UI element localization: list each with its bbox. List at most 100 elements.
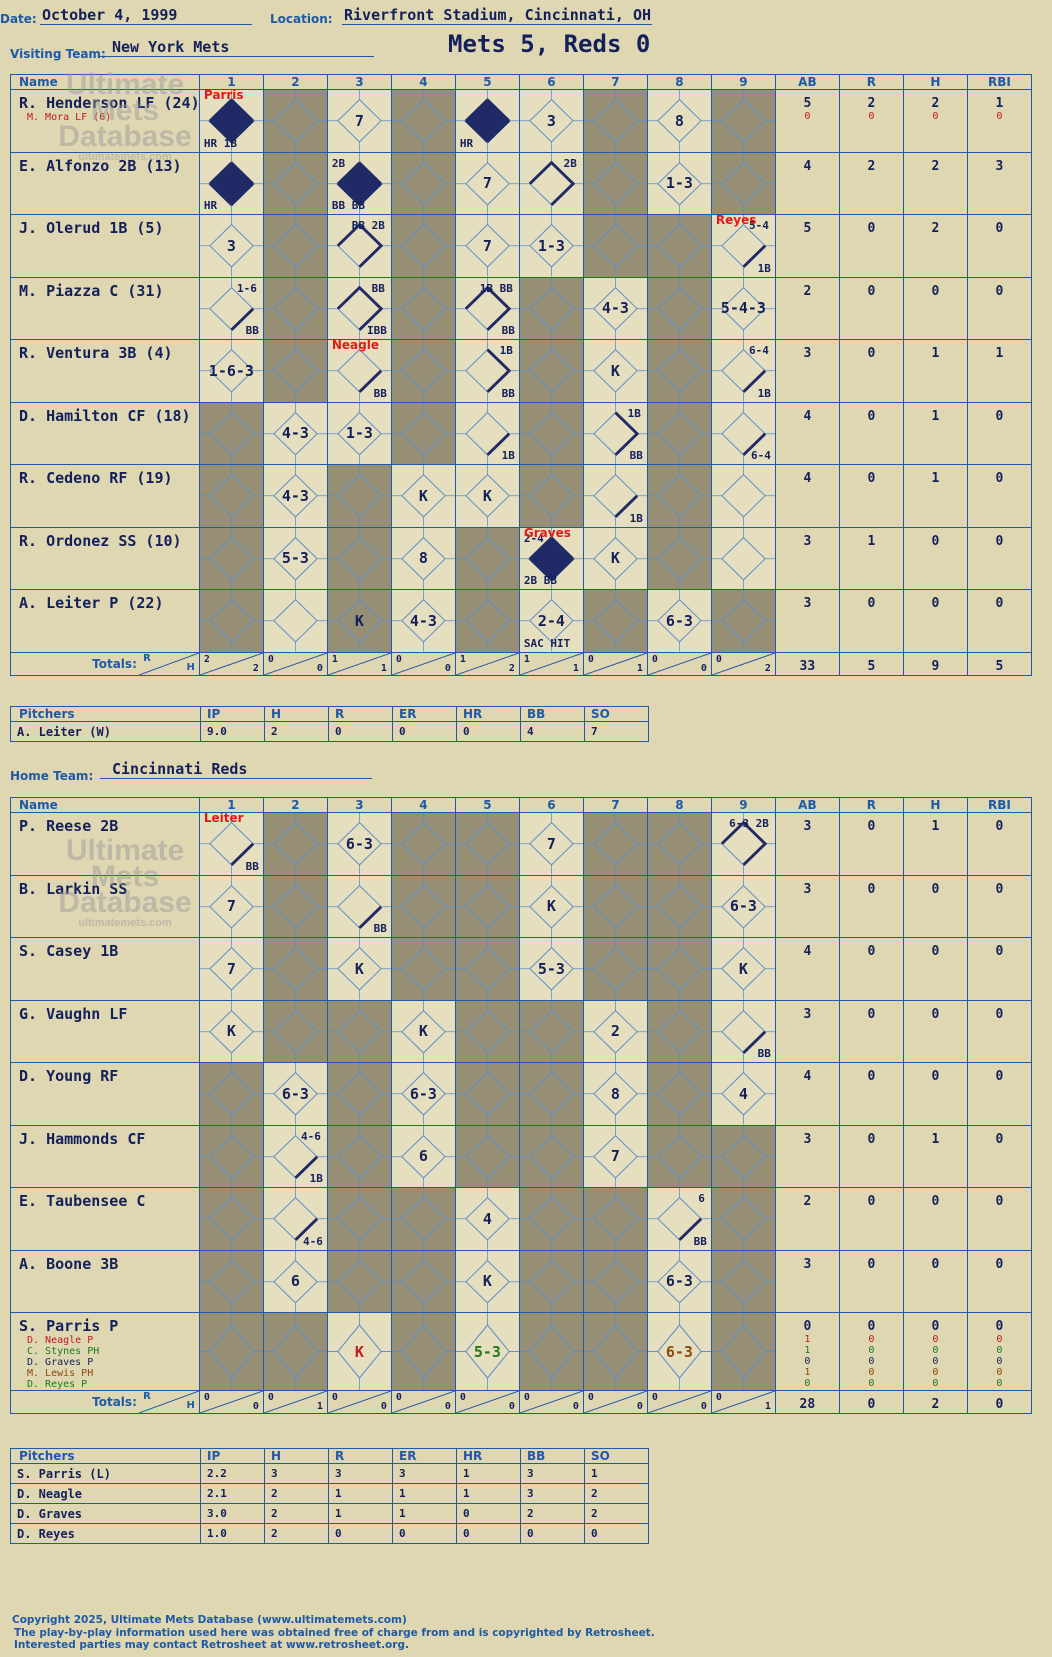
substitute-stat: 0 <box>932 111 939 122</box>
totals-label-cell: Totals: R H <box>10 1390 200 1414</box>
pitching-stat: 2 <box>264 1523 329 1544</box>
at-bat-cell <box>262 1312 328 1391</box>
at-bat-cell: HR 1B Parris <box>198 89 264 153</box>
diamond-icon <box>584 1313 647 1390</box>
batter-stat-cell: 0 <box>838 1124 904 1188</box>
at-bat-cell <box>646 874 712 938</box>
batter-stat: 0 <box>867 944 876 959</box>
batter-stat-cell: 3 <box>774 999 840 1063</box>
hit-notation: 1B <box>757 261 771 275</box>
batter-stat: 4 <box>803 1069 812 1084</box>
pitching-stat-header: IP <box>200 706 265 722</box>
at-bat-cell: K <box>518 874 584 938</box>
inning-hits: 0 <box>444 662 451 674</box>
batter-stat: 1 <box>931 346 940 361</box>
batter-stat-cell: 2 <box>838 151 904 215</box>
batter-stat: 3 <box>803 881 812 897</box>
batter-row: S. Parris P D. Neagle P C. Stynes PH D. Gra… <box>10 1312 1033 1391</box>
batter-stat: 2 <box>803 283 812 299</box>
play-result: 4 <box>482 1209 492 1228</box>
batter-stat: 0 <box>995 881 1004 897</box>
batter-name: E. Taubensee C <box>19 1192 146 1210</box>
diamond-icon <box>648 152 711 214</box>
batter-name: P. Reese 2B <box>19 817 119 835</box>
substitute-stat: 1 <box>804 1345 811 1356</box>
pitcher-row: D. Graves 3.0 2 1 1 0 2 2 <box>10 1503 649 1524</box>
pitching-stat-header: ER <box>392 1448 457 1464</box>
diamond-icon <box>520 590 583 652</box>
at-bat-cell <box>518 1187 584 1251</box>
batter-stat: 1 <box>867 533 876 549</box>
play-result: K <box>226 1022 236 1041</box>
diamond-icon <box>264 1250 327 1312</box>
batter-stat: 0 <box>995 283 1004 299</box>
substitute-stat: 0 <box>804 1378 811 1389</box>
batter-stat: 0 <box>867 1319 876 1334</box>
at-bat-cell: BB 2B <box>326 214 392 278</box>
batter-stat-cell: 0 <box>902 874 968 938</box>
substitute-name: D. Graves P <box>27 1357 94 1368</box>
inning-runs: 0 <box>459 1392 466 1403</box>
pitchers-header: Pitchers <box>10 1448 201 1464</box>
at-bat-cell: 2-4 SAC HIT <box>518 589 584 653</box>
at-bat-cell: 5-3 <box>454 1312 520 1391</box>
batter-stat-cell: 4 <box>774 1062 840 1126</box>
diamond-icon <box>456 277 519 339</box>
at-bat-cell <box>326 1249 392 1313</box>
play-result: 5-3 <box>537 959 565 978</box>
batter-name: A. Leiter P (22) <box>19 594 164 612</box>
play-result: 5-3 <box>473 1342 501 1361</box>
play-result: 6-3 <box>281 1084 309 1103</box>
at-bat-cell <box>326 1062 392 1126</box>
diamond-icon <box>584 90 647 152</box>
at-bat-cell <box>390 214 456 278</box>
diamond-icon <box>264 875 327 937</box>
at-bat-cell <box>262 276 328 340</box>
diamond-icon <box>712 875 775 937</box>
batter-row: R. Ordonez SS (10) 5-3 8 2B BB 2-4 Graves K 3 1 0… <box>10 526 1033 590</box>
at-bat-cell <box>582 89 648 153</box>
batter-stat-cell: 0 <box>966 589 1033 653</box>
play-result: 7 <box>482 236 492 255</box>
batter-name: J. Hammonds CF <box>19 1129 146 1148</box>
diamond-icon <box>648 340 711 402</box>
batter-stat: 0 <box>931 283 940 299</box>
batter-stat-cell: 0 <box>902 937 968 1001</box>
batter-stat: 1 <box>995 96 1004 111</box>
diamond-icon <box>520 875 583 937</box>
batter-stat: 0 <box>995 471 1004 486</box>
pitching-stat: 3.0 <box>200 1503 265 1524</box>
inning-hits: 0 <box>252 1401 259 1412</box>
diamond-icon <box>520 277 583 339</box>
batter-stat: 0 <box>995 221 1004 236</box>
inning-runs: 0 <box>651 653 658 665</box>
batter-row: R. Cedeno RF (19) 4-3 K K 1B 4 0 1 0 <box>10 464 1033 528</box>
home-team-name: Cincinnati Reds <box>100 760 372 779</box>
play-result: 4-3 <box>409 611 437 630</box>
visiting-team-label: Visiting Team: <box>10 47 106 61</box>
batter-stat: 0 <box>867 596 876 611</box>
diamond-icon <box>456 90 519 152</box>
batter-stat: 4 <box>803 158 812 174</box>
advance-notation: BB 2B <box>351 219 385 232</box>
play-result: 1-3 <box>537 236 565 255</box>
diamond-icon <box>392 1125 455 1187</box>
diamond-icon <box>584 402 647 464</box>
pitching-stat: 2.2 <box>200 1463 265 1484</box>
batter-stat: 0 <box>931 1069 940 1084</box>
inning-hits: 1 <box>316 1401 323 1412</box>
diamond-icon <box>456 813 519 875</box>
batter-row: R. Henderson LF (24) M. Mora LF (6) HR 1B P… <box>10 89 1033 153</box>
at-bat-cell: BB 1B <box>454 339 520 403</box>
play-result: K <box>418 1022 428 1041</box>
diamond-icon <box>392 340 455 402</box>
play-result: 2 <box>610 1022 620 1041</box>
batter-row: M. Piazza C (31) BB 1-6 IBB BB BB 1B BB 4-3 5-4-… <box>10 276 1033 340</box>
batter-name-cell: S. Casey 1B <box>10 937 200 1001</box>
at-bat-cell <box>262 874 328 938</box>
batter-row: D. Young RF 6-3 6-3 8 4 4 0 0 0 <box>10 1062 1033 1126</box>
at-bat-cell <box>582 1312 648 1391</box>
substitute-stat: 0 <box>868 111 875 122</box>
diamond-icon <box>584 152 647 214</box>
pitching-stat: 0 <box>392 1523 457 1544</box>
